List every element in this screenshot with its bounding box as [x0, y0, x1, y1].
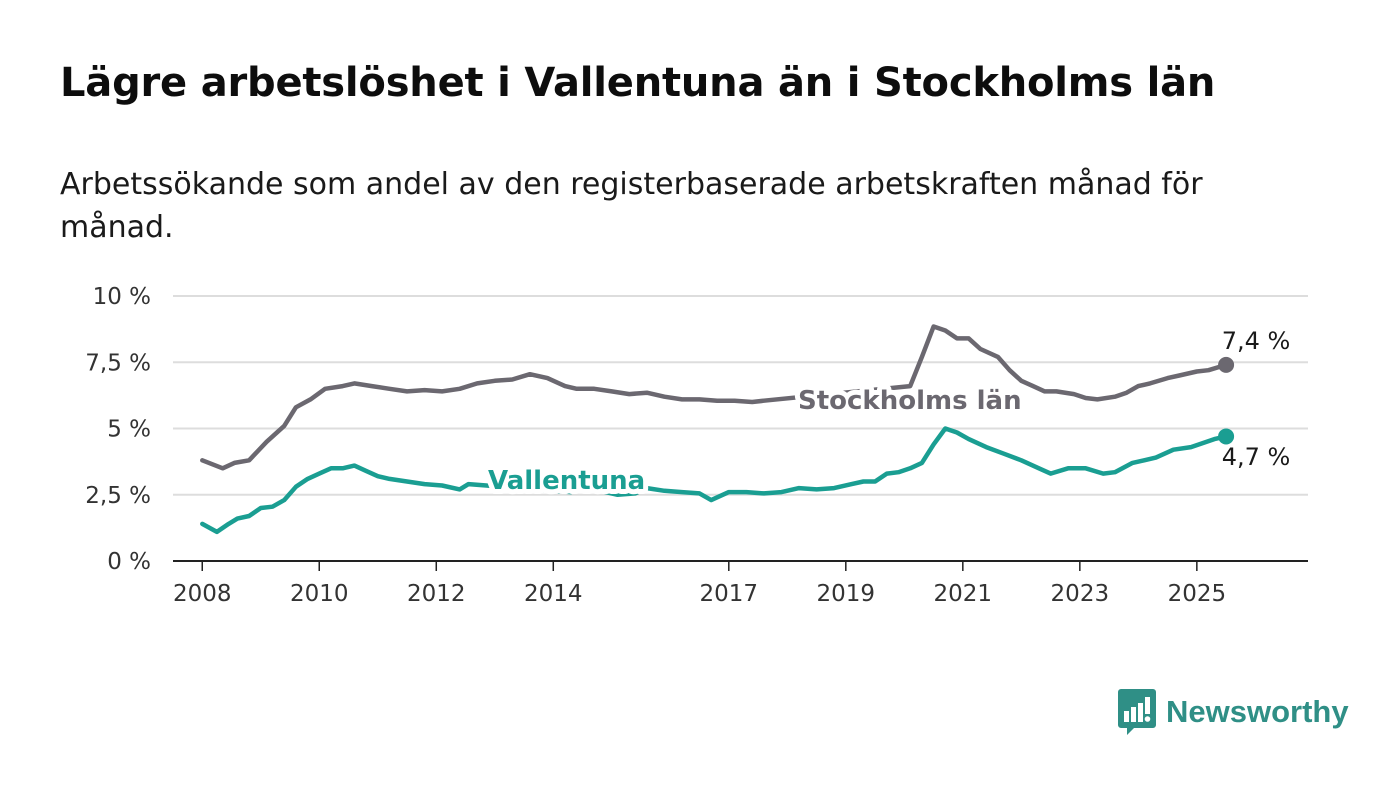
x-tick-label: 2021	[934, 581, 993, 607]
series-label-vallentuna: Vallentuna	[488, 466, 645, 496]
gridlines	[173, 295, 1308, 496]
series-lines	[200, 324, 1235, 535]
end-point-stockholms-lan	[1218, 356, 1235, 373]
y-tick-label: 10 %	[93, 284, 151, 310]
x-tick-label: 2023	[1051, 581, 1110, 607]
series-labels: Stockholms län Vallentuna 7,4 % 4,7 %	[483, 327, 1293, 501]
page-title: Lägre arbetslöshet i Vallentuna än i Sto…	[60, 60, 1216, 106]
chart-subtitle: Arbetssökande som andel av den registerb…	[60, 167, 1203, 245]
x-tick-label: 2010	[290, 581, 349, 607]
end-point-vallentuna	[1218, 428, 1235, 445]
y-axis-tick-labels: 0 % 2,5 % 5 % 7,5 % 10 %	[85, 284, 151, 575]
y-tick-label: 7,5 %	[85, 350, 151, 376]
bar-chart-speech-bubble-icon	[1118, 689, 1156, 735]
x-tick-label: 2025	[1168, 581, 1227, 607]
y-tick-label: 2,5 %	[85, 483, 151, 509]
series-line-vallentuna	[200, 426, 1229, 535]
x-tick-label: 2012	[407, 581, 466, 607]
series-label-stockholms-lan: Stockholms län	[798, 386, 1022, 416]
x-tick-label: 2014	[524, 581, 583, 607]
x-axis: 2008 2010 2012 2014 2017 2019 2021 2023 2025	[173, 560, 1308, 607]
end-value-label-vallentuna: 4,7 %	[1222, 443, 1291, 471]
y-tick-label: 0 %	[107, 549, 151, 575]
x-tick-label: 2008	[173, 581, 232, 607]
x-tick-label: 2019	[817, 581, 876, 607]
brand-name: Newsworthy	[1166, 694, 1349, 729]
series-line-stockholms-lan	[200, 324, 1229, 471]
end-value-label-stockholms-lan: 7,4 %	[1222, 327, 1291, 355]
x-tick-label: 2017	[700, 581, 759, 607]
newsworthy-logo: Newsworthy	[1118, 688, 1349, 736]
y-tick-label: 5 %	[107, 417, 151, 443]
line-chart: 0 % 2,5 % 5 % 7,5 % 10 % 2008 2010 2012 2014 201…	[85, 284, 1308, 607]
